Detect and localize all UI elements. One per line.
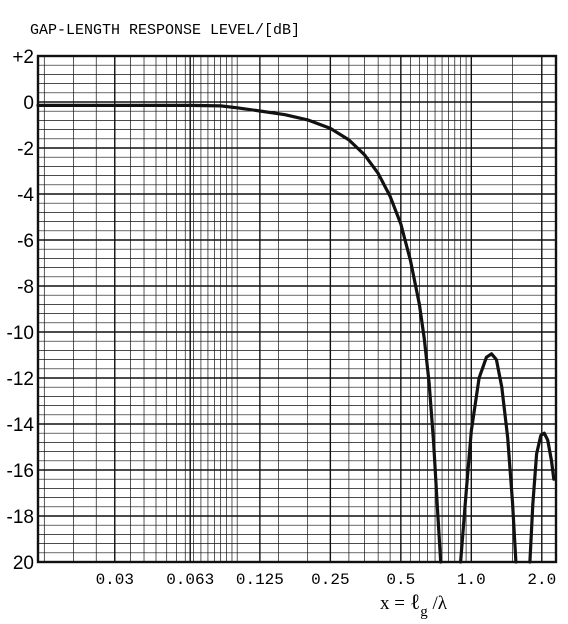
response-curve-segment (459, 352, 518, 564)
x-label-lhs: x = (380, 593, 410, 614)
y-tick-label: -18 (7, 507, 34, 528)
x-tick-label: 0.125 (236, 571, 284, 589)
y-tick-label: 0 (23, 93, 34, 114)
y-tick-label: -10 (7, 323, 34, 344)
y-tick-label: -4 (17, 185, 34, 206)
x-tick-label: 0.03 (96, 571, 134, 589)
x-label-sub: g (420, 604, 428, 620)
minor-grid (38, 55, 556, 563)
x-tick-label: 1.0 (457, 571, 486, 589)
x-label-ell: ℓ (410, 589, 421, 614)
response-curve (36, 103, 556, 564)
x-tick-label: 2.0 (527, 571, 556, 589)
y-tick-label: -16 (7, 461, 34, 482)
x-axis-label: x = ℓg /λ (380, 589, 448, 620)
y-tick-label: -12 (7, 369, 34, 390)
y-tick-label: 20 (13, 553, 34, 574)
y-tick-labels: +2 0 -2 -4 -6 -8 -10 -12 -14 -16 -18 20 (7, 47, 35, 574)
x-tick-label: 0.5 (386, 571, 415, 589)
y-tick-label: -8 (17, 277, 34, 298)
x-tick-label: 0.063 (166, 571, 214, 589)
y-tick-label: -14 (7, 415, 35, 436)
x-tick-labels: 0.03 0.063 0.125 0.25 0.5 1.0 2.0 (96, 571, 557, 589)
y-tick-label: -6 (17, 231, 34, 252)
y-tick-label: +2 (12, 47, 34, 68)
major-grid (38, 55, 556, 563)
x-label-rhs: /λ (428, 593, 448, 614)
response-curve-segment (36, 103, 443, 564)
plot-frame (36, 54, 558, 564)
y-tick-label: -2 (17, 139, 34, 160)
chart-title: GAP-LENGTH RESPONSE LEVEL/[dB] (30, 22, 300, 39)
x-tick-label: 0.25 (311, 571, 349, 589)
response-curve-segment (528, 431, 556, 564)
